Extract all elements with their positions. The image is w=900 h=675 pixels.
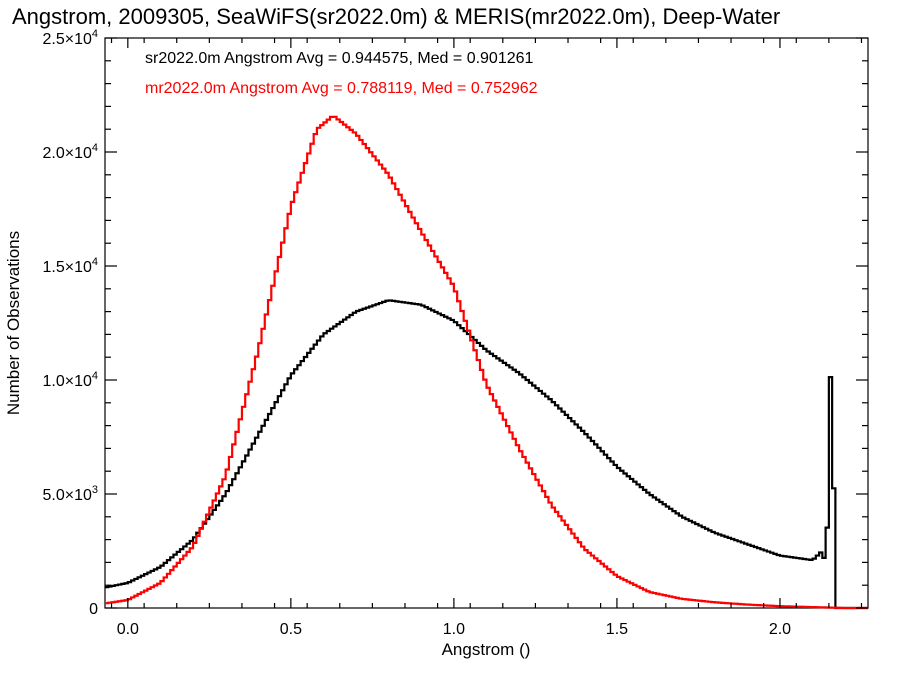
x-tick-label: 2.0 <box>769 621 791 638</box>
y-tick-label: 0 <box>89 601 98 618</box>
plot-frame <box>104 37 869 609</box>
y-axis-label: Number of Observations <box>4 231 23 415</box>
series-layer <box>105 115 868 610</box>
y-tick-label: 1.5×104 <box>42 256 98 276</box>
x-axis-ticks: 0.0 0.5 1.0 1.5 2.0 <box>110 38 863 638</box>
x-tick-label: 0.0 <box>117 621 139 638</box>
series-line-mr2022.0m <box>105 115 868 610</box>
x-axis-label: Angstrom () <box>442 640 531 659</box>
legend-entry-sr2022: sr2022.0m Angstrom Avg = 0.944575, Med =… <box>145 50 534 67</box>
series-line-sr2022.0m <box>105 299 868 610</box>
y-tick-label: 1.0×104 <box>42 370 98 390</box>
legend-entry-mr2022: mr2022.0m Angstrom Avg = 0.788119, Med =… <box>145 80 538 97</box>
plot-area: 0.0 0.5 1.0 1.5 2.0 0 5.0×103 1.0×104 1.5×104 2.… <box>42 28 869 638</box>
y-tick-label: 5.0×103 <box>42 484 98 504</box>
legend: sr2022.0m Angstrom Avg = 0.944575, Med =… <box>145 50 538 97</box>
x-tick-label: 1.0 <box>443 621 465 638</box>
chart-title: Angstrom, 2009305, SeaWiFS(sr2022.0m) & … <box>12 4 780 29</box>
y-tick-label: 2.5×104 <box>42 28 98 48</box>
x-tick-label: 0.5 <box>280 621 302 638</box>
x-tick-label: 1.5 <box>606 621 628 638</box>
y-tick-label: 2.0×104 <box>42 142 98 162</box>
y-axis-ticks: 0 5.0×103 1.0×104 1.5×104 2.0×104 2.5×104 <box>42 28 868 618</box>
